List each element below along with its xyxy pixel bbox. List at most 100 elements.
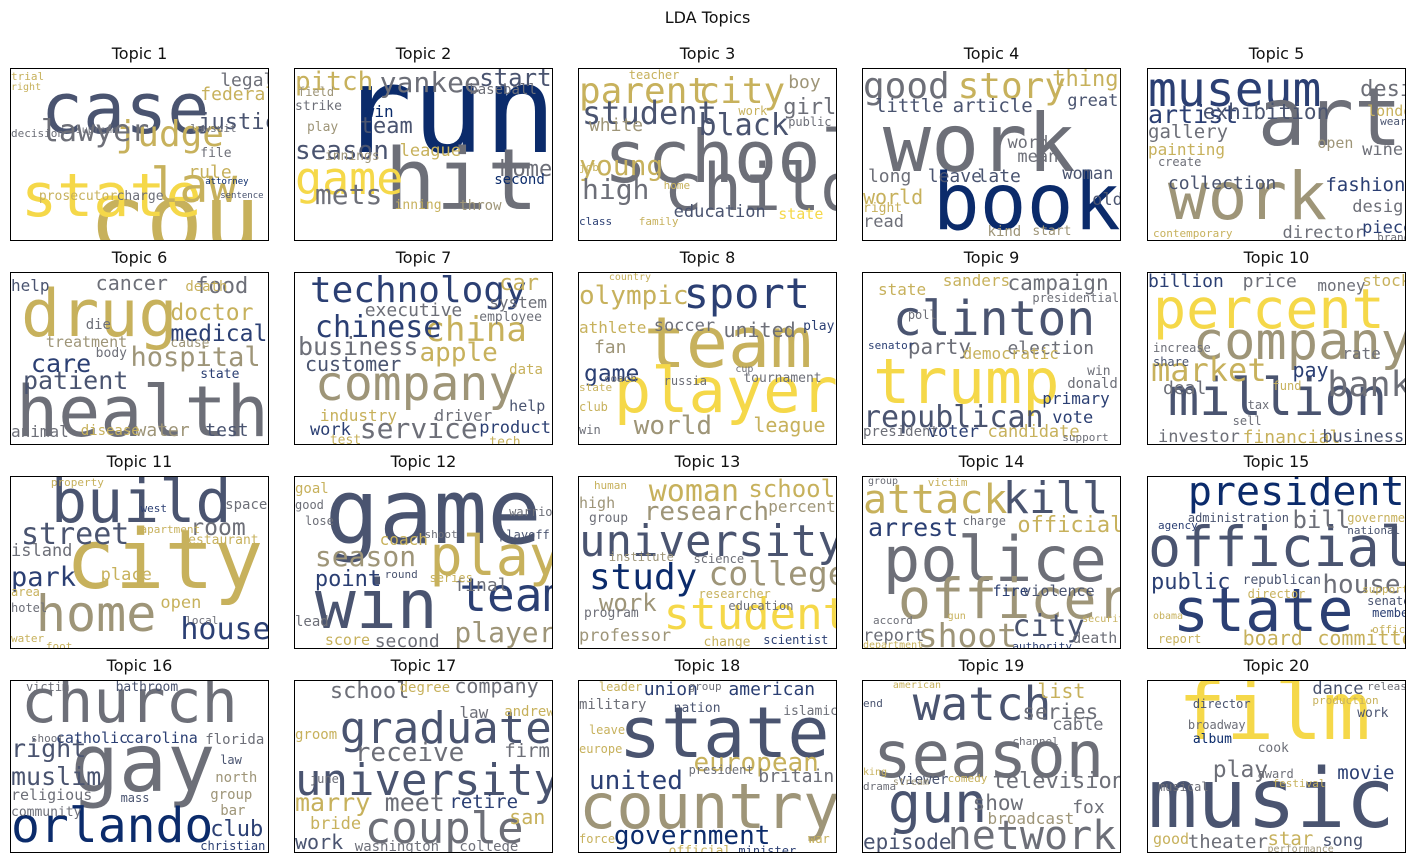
topic-title: Topic 8 <box>679 248 736 267</box>
cloud-word: room <box>190 514 246 541</box>
cloud-word: playoff <box>499 527 550 542</box>
cloud-word: san <box>509 805 546 830</box>
cloud-word: space <box>225 496 268 513</box>
cloud-word: lead <box>295 614 329 631</box>
topic-panel: Topic 9 trump clinton republican campaign par… <box>862 248 1121 445</box>
cloud-word: russia <box>663 374 708 389</box>
cloud-word: education <box>728 598 794 613</box>
cloud-word: contemporary <box>1152 227 1233 241</box>
cloud-word: doctor <box>170 300 254 327</box>
cloud-word: story <box>957 68 1066 107</box>
cloud-word: innings <box>324 149 380 165</box>
cloud-word: wine <box>1362 139 1404 160</box>
cloud-word: apartment <box>140 522 201 536</box>
cloud-word: government <box>1347 510 1406 525</box>
cloud-word: professor <box>579 625 672 646</box>
cloud-word: death <box>185 278 228 295</box>
cloud-word: play <box>803 318 835 334</box>
cloud-word: violence <box>1022 582 1095 601</box>
cloud-word: artist <box>1148 99 1239 129</box>
cloud-word: shoot <box>424 527 458 541</box>
cloud-word: leader <box>598 680 643 694</box>
cloud-word: cause <box>170 336 210 351</box>
cloud-word: country <box>608 272 652 283</box>
topic-panel: Topic 7 company technology china chinese busi… <box>294 248 553 445</box>
cloud-word: student <box>663 588 837 640</box>
topic-panel: Topic 13 university student study college wom… <box>578 452 837 649</box>
cloud-word: second <box>374 630 440 649</box>
cloud-word: mets <box>314 178 383 212</box>
cloud-word: federal <box>200 84 269 106</box>
cloud-word: trump <box>872 344 1060 418</box>
cloud-word: soccer <box>653 315 716 336</box>
topic-title: Topic 5 <box>1248 44 1305 63</box>
cloud-word: show <box>972 791 1024 816</box>
cloud-word: committee <box>1317 625 1405 649</box>
cloud-word: sell <box>1232 413 1262 428</box>
cloud-word: article <box>952 94 1033 117</box>
cloud-word: million <box>1167 367 1388 428</box>
cloud-word: team <box>359 113 413 139</box>
cloud-word: pay <box>1292 357 1329 382</box>
wordcloud-box: health drug hospital patient care doctor medic… <box>10 272 269 445</box>
cloud-word: league <box>399 141 462 162</box>
cloud-word: united <box>588 765 683 796</box>
cloud-word: agency <box>1157 519 1198 533</box>
cloud-word: graduate <box>339 702 552 754</box>
cloud-word: hotel <box>11 600 48 615</box>
cloud-word: driver <box>434 405 493 425</box>
wordcloud-box: trump clinton republican campaign party elect… <box>862 272 1121 445</box>
topic-title: Topic 19 <box>958 656 1025 675</box>
wordcloud-box: university student study college woman resear… <box>578 476 837 649</box>
cloud-word: right <box>11 81 42 93</box>
cloud-word: world <box>633 411 713 442</box>
cloud-word: play <box>429 523 553 588</box>
cloud-word: donald <box>1067 375 1118 392</box>
cloud-word: art <box>1257 70 1403 164</box>
cloud-word: fire <box>992 582 1029 601</box>
cloud-word: security <box>1082 614 1120 626</box>
cloud-word: open <box>1317 134 1354 153</box>
cloud-word: orlando <box>11 798 214 853</box>
cloud-word: right <box>863 201 903 217</box>
cloud-word: business <box>297 331 419 361</box>
cloud-word: prosecutor <box>38 189 118 205</box>
cloud-word: american <box>892 680 942 691</box>
cloud-word: investor <box>1157 426 1240 445</box>
cloud-word: inning <box>394 197 442 213</box>
cloud-word: shoot <box>30 731 65 745</box>
cloud-word: care <box>30 348 92 378</box>
cloud-word: club <box>579 400 608 415</box>
cloud-word: star <box>1267 827 1314 850</box>
cloud-word: house <box>1322 570 1401 601</box>
cloud-word: child <box>663 150 836 226</box>
cloud-word: long <box>867 165 912 187</box>
cloud-word: lawsuit <box>190 121 237 135</box>
cloud-word: disease <box>80 422 140 439</box>
topic-title: Topic 4 <box>963 44 1020 63</box>
cloud-word: authority <box>1012 640 1073 649</box>
cloud-word: test <box>329 432 362 445</box>
cloud-word: christian <box>200 839 266 853</box>
cloud-word: home <box>499 156 553 182</box>
cloud-word: win <box>314 566 438 646</box>
cloud-word: cancer <box>95 272 168 295</box>
cloud-word: report <box>863 625 925 646</box>
cloud-word: network <box>947 812 1117 853</box>
cloud-word: clinton <box>892 291 1096 348</box>
cloud-word: foot <box>45 640 73 649</box>
cloud-word: president <box>1187 476 1405 515</box>
cloud-word: university <box>295 754 553 806</box>
cloud-word: gay <box>70 717 216 811</box>
cloud-word: researcher <box>698 586 771 601</box>
cloud-word: institute <box>608 550 674 565</box>
wordcloud-box: team player sport olympic united world game soc… <box>578 272 837 445</box>
cloud-word: award <box>1257 766 1294 781</box>
cloud-word: official <box>668 844 732 853</box>
cloud-word: release <box>1367 680 1405 693</box>
cloud-word: law <box>150 158 238 215</box>
cloud-word: catholic <box>55 729 129 748</box>
cloud-word: gun <box>947 610 966 622</box>
